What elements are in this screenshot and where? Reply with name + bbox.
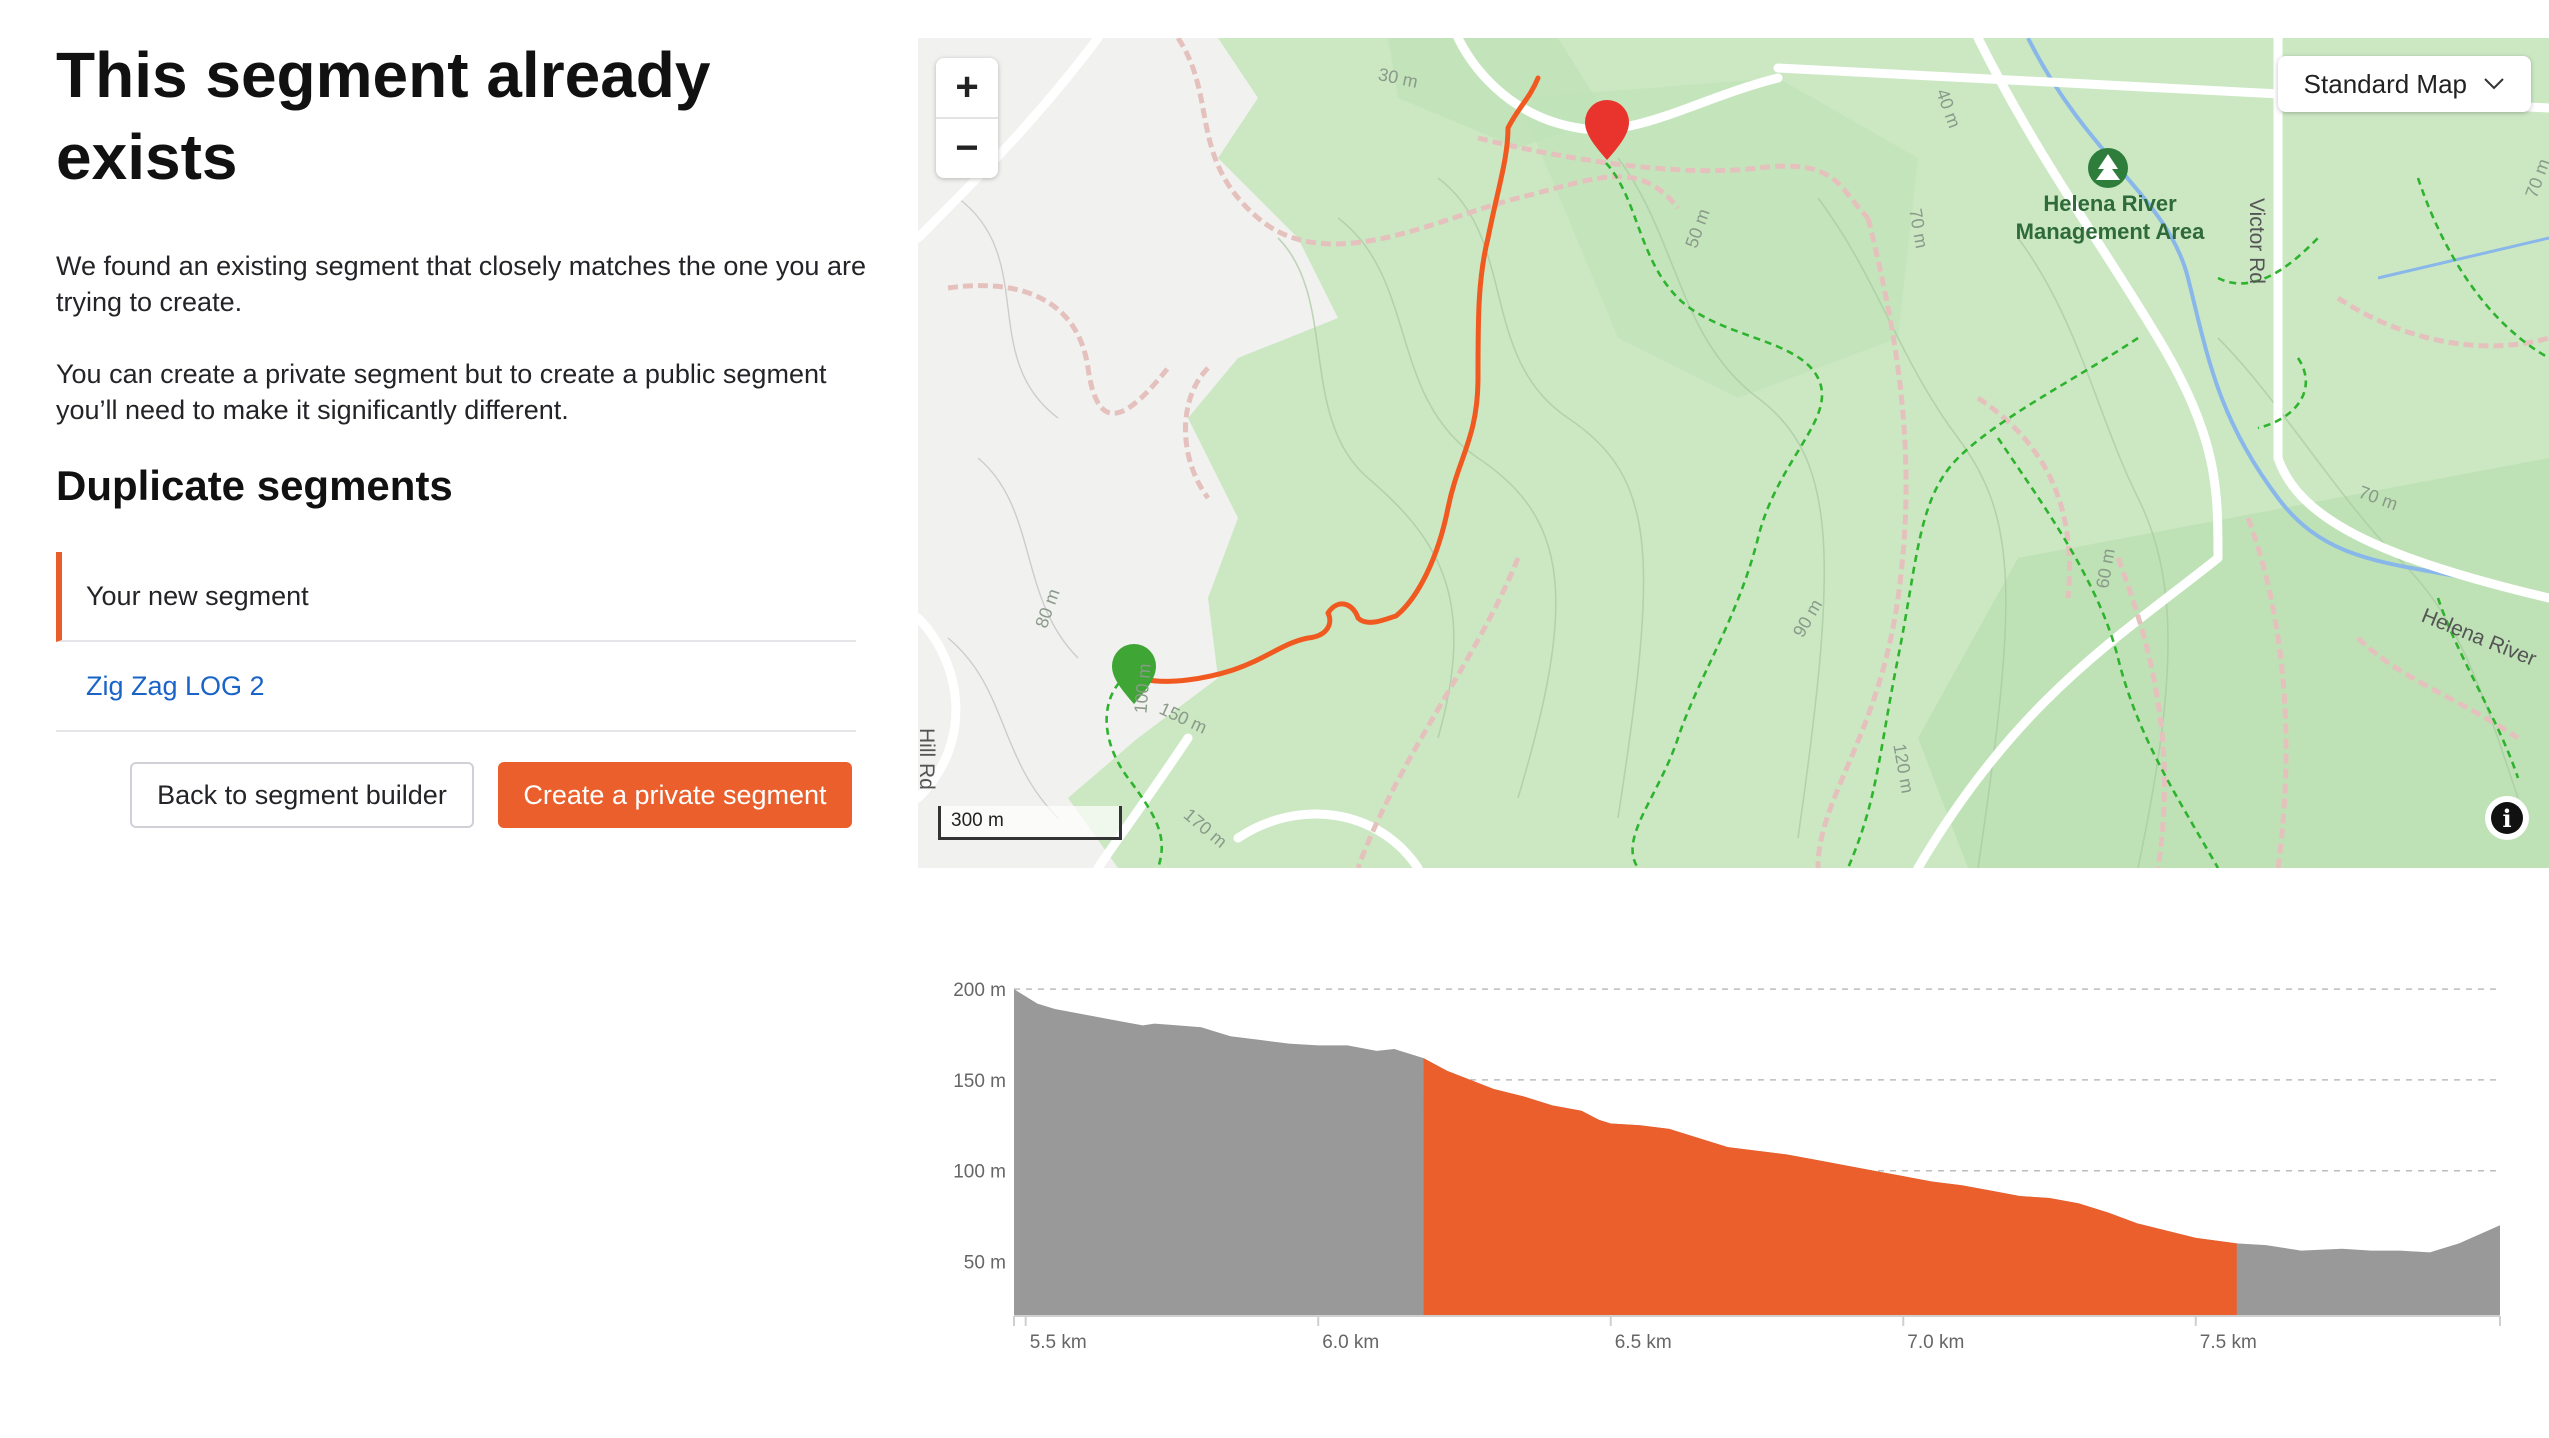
x-tick-label: 6.0 km — [1322, 1332, 1379, 1353]
list-item-label: Your new segment — [86, 580, 309, 611]
y-tick-label: 100 m — [953, 1162, 1006, 1183]
create-private-segment-button[interactable]: Create a private segment — [498, 762, 852, 828]
list-item-your-new-segment[interactable]: Your new segment — [56, 552, 856, 642]
contour-label: 100 m — [1130, 662, 1155, 715]
x-tick-label: 6.5 km — [1615, 1332, 1672, 1353]
map-canvas — [918, 38, 2549, 868]
zoom-control: + − — [936, 58, 998, 178]
duplicate-segments-list: Your new segment Zig Zag LOG 2 — [56, 552, 856, 732]
existing-segment-link[interactable]: Zig Zag LOG 2 — [86, 670, 265, 701]
zoom-out-button[interactable]: − — [955, 126, 979, 170]
map-scale: 300 m — [938, 806, 1122, 840]
y-tick-label: 200 m — [953, 980, 1006, 1001]
elevation-area — [1014, 989, 2500, 1316]
list-item-existing-segment[interactable]: Zig Zag LOG 2 — [56, 642, 856, 732]
elevation-chart: 200 m 150 m 100 m 50 m 5.5 km 6.0 km 6.5 km 7.0… — [953, 980, 2501, 1353]
duplicate-segments-heading: Duplicate segments — [56, 462, 453, 509]
info-icon: i — [2491, 802, 2523, 834]
elevation-area-segment — [1423, 1058, 2237, 1316]
tree-icon — [2088, 148, 2128, 188]
info-button[interactable]: i — [2485, 796, 2529, 840]
chevron-down-icon — [2484, 78, 2504, 90]
map-view[interactable]: Helena River Management Area Victor Rd H… — [918, 38, 2549, 868]
intro-paragraph-2: You can create a private segment but to … — [56, 359, 827, 425]
action-buttons: Back to segment builder Create a private… — [130, 762, 852, 828]
chart-axes: 200 m 150 m 100 m 50 m 5.5 km 6.0 km 6.5 km 7.0… — [953, 980, 2501, 1353]
page-title: This segment already exists — [56, 39, 711, 193]
map-type-label: Standard Map — [2303, 68, 2467, 99]
x-tick-label: 5.5 km — [1030, 1332, 1087, 1353]
start-marker[interactable] — [1112, 644, 1156, 704]
road-label-hill: Hill Rd — [918, 728, 938, 790]
intro-paragraph-1: We found an existing segment that closel… — [56, 251, 866, 317]
end-marker[interactable] — [1585, 100, 1629, 160]
zoom-in-button[interactable]: + — [936, 58, 998, 119]
back-to-builder-button[interactable]: Back to segment builder — [130, 762, 474, 828]
road-label-victor: Victor Rd — [2245, 198, 2268, 284]
y-tick-label: 150 m — [953, 1071, 1006, 1092]
y-tick-label: 50 m — [964, 1253, 1006, 1274]
map-type-select[interactable]: Standard Map — [2277, 56, 2531, 112]
x-tick-label: 7.5 km — [2200, 1332, 2257, 1353]
poi-label: Helena River Management Area — [2015, 191, 2205, 244]
x-tick-label: 7.0 km — [1907, 1332, 1964, 1353]
